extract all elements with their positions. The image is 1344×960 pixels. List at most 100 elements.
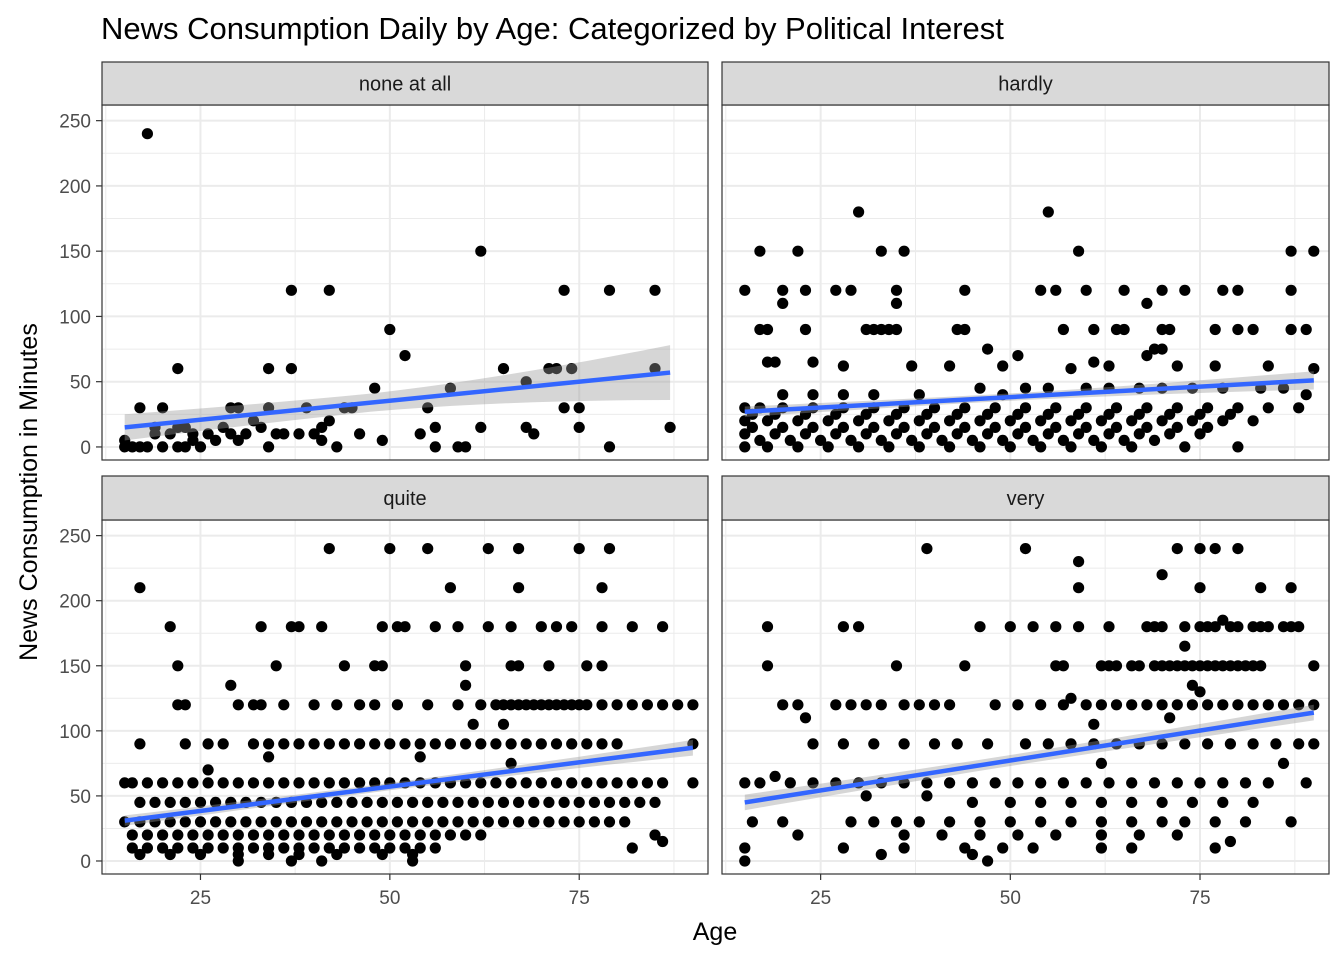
data-point (429, 421, 441, 433)
data-point (179, 796, 191, 809)
data-point (1035, 816, 1047, 828)
data-point (293, 829, 305, 841)
data-point (1141, 402, 1153, 414)
data-point (194, 796, 207, 809)
data-points (119, 128, 676, 453)
data-point (1202, 699, 1214, 711)
data-point (369, 382, 381, 394)
data-point (497, 718, 510, 730)
chart-title: News Consumption Daily by Age: Categoriz… (101, 11, 1004, 46)
data-point (452, 796, 464, 809)
data-point (890, 408, 903, 420)
data-point (308, 842, 320, 854)
data-point (989, 421, 1001, 433)
facet-panels: none at all 0 50 100 150 200 250 hardly quite 0 50… (59, 61, 1330, 909)
data-point (520, 421, 532, 433)
data-point (535, 777, 547, 789)
data-point (1095, 757, 1107, 770)
data-point (845, 434, 857, 446)
data-point (452, 699, 464, 711)
data-point (626, 621, 638, 633)
x-tick-label: 25 (190, 888, 211, 909)
data-point (1004, 415, 1016, 427)
data-point (837, 738, 850, 750)
data-point (974, 441, 986, 453)
data-point (126, 842, 138, 854)
data-point (1308, 245, 1320, 257)
data-point (202, 842, 214, 854)
data-point (179, 816, 191, 828)
data-point (141, 128, 153, 140)
data-point (1073, 408, 1085, 420)
data-point (550, 363, 563, 375)
data-point (777, 297, 789, 309)
data-point (1012, 428, 1024, 440)
data-point (1156, 343, 1168, 355)
data-point (1186, 679, 1198, 691)
data-point (1179, 621, 1191, 633)
data-point (1035, 441, 1047, 453)
data-point (1004, 796, 1016, 809)
data-point (921, 543, 933, 555)
y-axis-title: News Consumption in Minutes (15, 323, 43, 661)
data-point (944, 415, 956, 427)
data-point (1156, 415, 1168, 427)
data-point (422, 816, 434, 828)
panel-background (722, 520, 1329, 874)
data-point (1300, 389, 1312, 401)
data-point (323, 842, 335, 854)
data-point (626, 699, 638, 711)
data-point (543, 660, 555, 672)
data-point (255, 421, 267, 433)
data-point (232, 434, 244, 446)
data-point (1171, 543, 1183, 555)
data-point (1050, 421, 1062, 433)
data-point (921, 408, 933, 420)
data-point (157, 441, 169, 453)
data-point (837, 389, 850, 401)
data-point (1133, 829, 1145, 841)
data-point (1126, 415, 1138, 427)
data-point (974, 621, 986, 633)
data-point (761, 660, 774, 672)
data-point (558, 402, 570, 414)
data-point (331, 796, 343, 809)
y-tick-label: 0 (80, 438, 91, 459)
data-point (414, 751, 426, 763)
data-point (1035, 777, 1047, 789)
data-point (807, 738, 819, 750)
data-point (1179, 284, 1191, 296)
facet-panel-3: very 25 50 75 (721, 475, 1330, 909)
data-point (1270, 738, 1282, 750)
data-point (959, 402, 971, 414)
data-point (1004, 816, 1016, 828)
data-point (687, 699, 699, 711)
data-point (868, 421, 880, 433)
data-point (399, 350, 411, 362)
data-point (376, 621, 388, 633)
facet-strip (721, 475, 1330, 521)
data-point (1065, 415, 1077, 427)
data-point (1050, 829, 1062, 841)
data-point (460, 441, 472, 453)
data-point (906, 360, 918, 372)
data-point (853, 415, 865, 427)
data-point (1156, 284, 1168, 296)
data-point (761, 323, 774, 336)
data-point (837, 360, 850, 372)
data-point (202, 829, 214, 841)
data-point (1247, 738, 1259, 750)
data-point (1262, 699, 1274, 711)
data-point (649, 284, 661, 296)
data-point (202, 738, 214, 750)
data-point (928, 699, 941, 711)
data-point (1141, 699, 1153, 711)
data-point (784, 434, 796, 446)
data-point (429, 738, 441, 750)
data-point (460, 777, 472, 789)
data-point (247, 829, 260, 841)
data-point (1042, 428, 1054, 440)
data-point (868, 816, 880, 828)
data-point (429, 621, 441, 633)
data-point (187, 829, 199, 841)
